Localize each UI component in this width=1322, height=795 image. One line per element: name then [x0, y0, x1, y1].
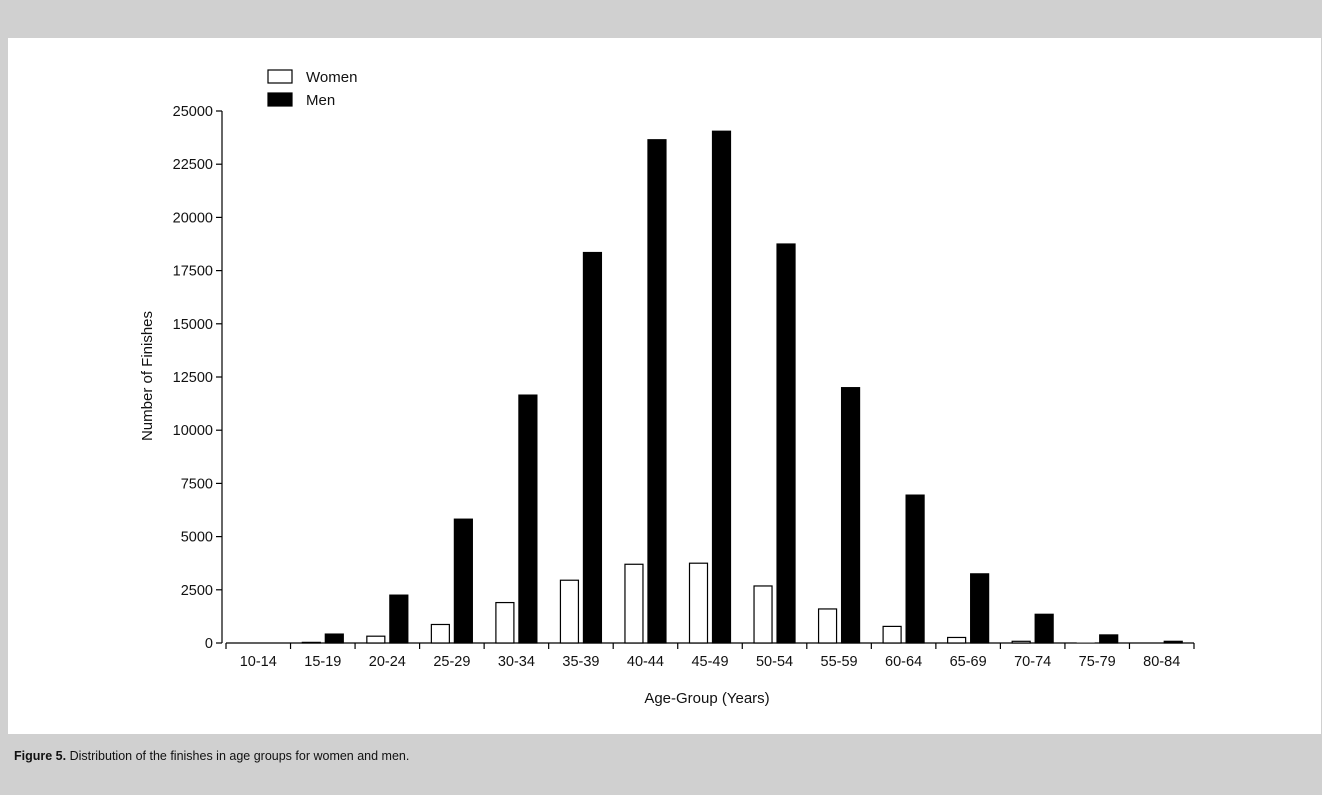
women-bar — [301, 641, 321, 644]
women-bar — [559, 579, 580, 644]
men-bar — [582, 251, 603, 644]
legend-label-women: Women — [306, 69, 357, 86]
figure-caption-text: Distribution of the finishes in age grou… — [69, 749, 410, 763]
y-tick-label: 20000 — [173, 210, 213, 226]
x-tick-label: 30-34 — [498, 654, 535, 670]
y-tick-label: 22500 — [173, 157, 213, 173]
women-bar — [688, 562, 709, 644]
women-bar — [753, 585, 773, 644]
women-bar — [366, 635, 386, 644]
x-tick-label: 55-59 — [821, 654, 858, 670]
x-tick-label: 20-24 — [369, 654, 406, 670]
women-bar — [882, 625, 902, 644]
legend-swatch-men — [267, 92, 293, 107]
women-bar — [495, 601, 515, 644]
women-bar — [947, 636, 967, 644]
men-bar — [711, 130, 732, 644]
y-tick-label: 12500 — [173, 370, 213, 386]
x-tick-label: 50-54 — [756, 654, 793, 670]
men-bar — [518, 394, 538, 644]
women-bar — [817, 608, 838, 644]
men-bar — [905, 494, 925, 644]
women-bar — [430, 623, 450, 644]
figure-caption-label: Figure 5. — [14, 749, 67, 763]
women-bar — [1011, 640, 1031, 644]
y-tick-label: 5000 — [181, 530, 213, 546]
men-bar — [1034, 613, 1054, 644]
x-tick-label: 40-44 — [627, 654, 664, 670]
men-bar — [840, 387, 861, 644]
women-bar — [624, 563, 644, 644]
men-bar — [453, 518, 473, 644]
y-tick-label: 7500 — [181, 476, 213, 492]
y-tick-label: 17500 — [173, 264, 213, 280]
x-tick-label: 35-39 — [562, 654, 599, 670]
figure-caption: Figure 5. Distribution of the finishes i… — [14, 749, 409, 763]
x-tick-label: 45-49 — [691, 654, 728, 670]
y-tick-label: 25000 — [173, 104, 213, 120]
men-bar — [647, 139, 667, 644]
men-bar — [776, 243, 796, 644]
men-bar — [389, 594, 409, 644]
men-bar — [1099, 634, 1119, 644]
men-bar — [970, 573, 990, 644]
x-tick-label: 25-29 — [433, 654, 470, 670]
x-tick-label: 60-64 — [885, 654, 922, 670]
men-bar — [1163, 640, 1183, 644]
x-tick-label: 70-74 — [1014, 654, 1051, 670]
x-tick-label: 10-14 — [240, 654, 277, 670]
x-tick-label: 75-79 — [1079, 654, 1116, 670]
y-axis-label: Number of Finishes — [139, 311, 156, 441]
y-tick-label: 0 — [205, 636, 213, 652]
men-bar — [324, 633, 344, 644]
x-tick-label: 80-84 — [1143, 654, 1180, 670]
legend-label-men: Men — [306, 92, 335, 109]
x-axis-label: Age-Group (Years) — [644, 690, 769, 707]
x-tick-label: 15-19 — [304, 654, 341, 670]
y-tick-label: 15000 — [173, 317, 213, 333]
x-tick-label: 65-69 — [950, 654, 987, 670]
y-tick-label: 10000 — [173, 423, 213, 439]
legend-swatch-women — [267, 69, 293, 84]
y-tick-label: 2500 — [181, 583, 213, 599]
